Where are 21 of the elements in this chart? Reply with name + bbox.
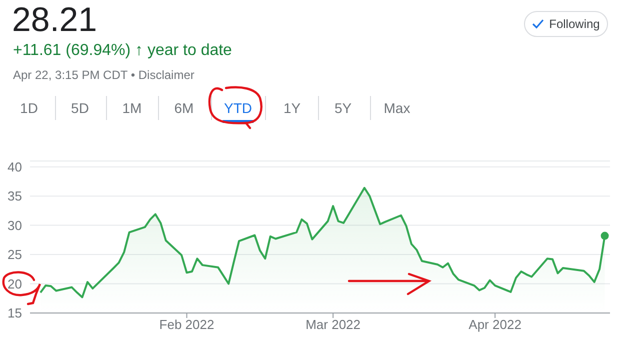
- chart-subtitle: +11.61 (69.94%) ↑ year to date: [13, 41, 232, 61]
- y-tick-label: 25: [8, 247, 22, 262]
- y-tick-label: 30: [8, 218, 22, 233]
- text: Max: [382, 99, 412, 118]
- y-tick-label: 15: [8, 306, 22, 321]
- text: 5Y: [333, 99, 353, 118]
- text: 6M: [173, 99, 195, 118]
- text: 5D: [70, 99, 90, 118]
- text: 1Y: [282, 99, 302, 118]
- y-tick-label: 35: [8, 188, 22, 204]
- text: Following: [549, 17, 600, 31]
- chart-title: 28.21: [12, 0, 98, 40]
- text: Apr 22, 3:15 PM CDT • Disclaimer: [13, 67, 194, 83]
- text: 1M: [121, 99, 143, 118]
- y-tick-label: 20: [8, 276, 22, 292]
- x-tick-label: Mar 2022: [306, 317, 361, 332]
- text: 1D: [19, 99, 39, 118]
- x-tick-label: Feb 2022: [159, 317, 214, 332]
- text: YTD: [223, 99, 253, 118]
- y-tick-label: 40: [8, 159, 22, 174]
- x-tick-label: Apr 2022: [468, 317, 522, 332]
